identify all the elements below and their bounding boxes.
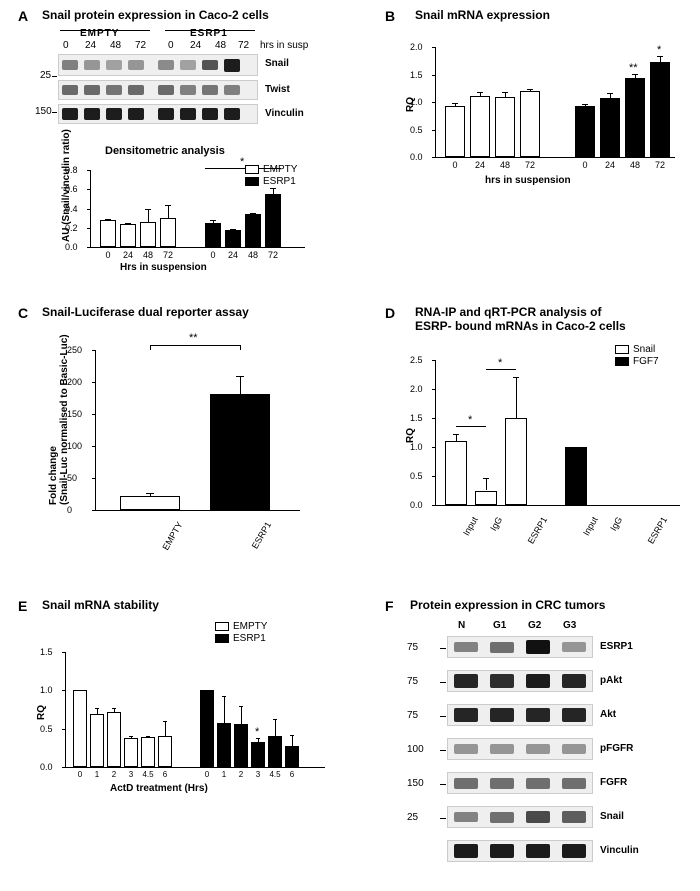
tp: 0 (63, 40, 69, 51)
panel-d-label: D (385, 305, 395, 321)
panel-f-blot: NG1G2G375ESRP175pAkt75Akt100pFGFR150FGFR… (395, 620, 685, 880)
densito-chart: 0.00.20.40.60.802448720244872*AU (Snail/… (55, 165, 310, 275)
panel-c-title: Snail-Luciferase dual reporter assay (42, 305, 249, 319)
tp: 0 (168, 40, 174, 51)
panel-d-title: RNA-IP and qRT-PCR analysis of ESRP- bou… (415, 305, 626, 334)
blot-twist (58, 80, 258, 100)
panel-c-label: C (18, 305, 28, 321)
prot-vinc: Vinculin (265, 108, 304, 119)
tp: 72 (135, 40, 146, 51)
chart-d: 0.00.51.01.52.02.5InputIgGESRP1InputIgGE… (395, 345, 685, 555)
tp: 24 (85, 40, 96, 51)
marker-150: 150 (35, 106, 52, 117)
panel-e-title: Snail mRNA stability (42, 598, 159, 612)
prot-snail: Snail (265, 58, 289, 69)
prot-twist: Twist (265, 84, 290, 95)
tp: 24 (190, 40, 201, 51)
panel-e-label: E (18, 598, 27, 614)
panel-f-title: Protein expression in CRC tumors (410, 598, 605, 612)
hrs-label: hrs in susp (260, 40, 308, 51)
densito-title: Densitometric analysis (105, 145, 225, 157)
panel-a-blot: EMPTY ESRP1 0 24 48 72 0 24 48 72 hrs in… (30, 28, 330, 138)
panel-f-label: F (385, 598, 394, 614)
panel-a-title: Snail protein expression in Caco-2 cells (42, 8, 269, 22)
tp: 48 (110, 40, 121, 51)
tp: 72 (238, 40, 249, 51)
blot-snail (58, 54, 258, 76)
chart-c: 050100150200250EMPTYESRP1**Fold change(S… (40, 330, 310, 560)
panel-b-label: B (385, 8, 395, 24)
chart-b: 0.00.51.01.52.002448720244872***RQhrs in… (395, 32, 680, 192)
chart-e: 0.00.51.01.501234.5601234.56*RQActD trea… (30, 622, 330, 797)
panel-b-title: Snail mRNA expression (415, 8, 550, 22)
panel-a-label: A (18, 8, 28, 24)
blot-vinc (58, 104, 258, 124)
tp: 48 (215, 40, 226, 51)
marker-25: 25 (40, 70, 51, 81)
